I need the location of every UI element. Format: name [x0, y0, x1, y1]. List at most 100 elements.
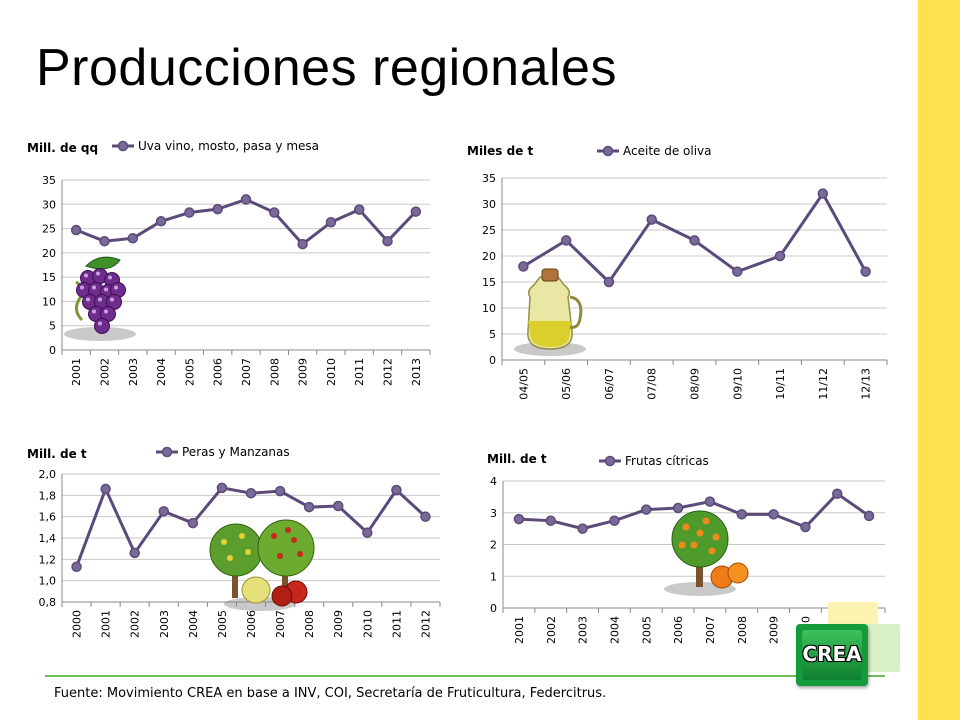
- x-tick-label: 2003: [127, 358, 140, 386]
- data-point: [240, 194, 252, 205]
- data-point: [274, 485, 286, 497]
- x-tick-label: 12/13: [860, 368, 873, 400]
- x-tick-label: 2011: [390, 610, 403, 638]
- y-tick-label: 25: [482, 224, 496, 237]
- legend-label: Aceite de oliva: [623, 144, 712, 158]
- x-tick-label: 06/07: [603, 368, 616, 400]
- y-tick-label: 0: [490, 602, 497, 615]
- data-point: [672, 502, 684, 514]
- crea-logo-text: CREA: [802, 642, 862, 666]
- data-point: [70, 224, 82, 236]
- y-tick-label: 35: [42, 174, 56, 187]
- x-tick-label: 2006: [245, 610, 258, 638]
- y-tick-label: 10: [42, 295, 56, 308]
- x-tick-label: 2004: [155, 358, 168, 386]
- y-tick-label: 2: [490, 539, 497, 552]
- orange-tree-icon: [664, 510, 749, 596]
- y-tick-label: 10: [482, 302, 496, 315]
- page-title: Producciones regionales: [36, 39, 617, 97]
- x-tick-label: 2011: [353, 358, 366, 386]
- chart-citrus: 0 1 2 3 4 2001 2002 2003 2004 2005 2006 2007 2008 200…: [487, 452, 886, 644]
- data-point: [353, 204, 365, 215]
- data-point: [245, 487, 257, 499]
- data-point: [420, 511, 431, 522]
- y-tick-label: 2,0: [39, 468, 57, 481]
- x-tick-label: 2004: [187, 610, 200, 638]
- data-point: [518, 261, 529, 272]
- x-tick-label: 2000: [71, 610, 84, 638]
- y-tick-label: 15: [42, 271, 56, 284]
- x-tick-label: 2012: [382, 358, 395, 386]
- data-point: [269, 207, 280, 218]
- x-tick-label: 04/05: [517, 368, 530, 400]
- legend-label: Frutas cítricas: [625, 454, 709, 468]
- data-point: [410, 206, 422, 217]
- data-point: [603, 276, 615, 288]
- chart-olive-oil: 0 5 10 15 20 25 30 35 04/05 05/06 06/07 07/08 08/09 0…: [467, 144, 888, 400]
- data-point: [187, 517, 199, 529]
- data-point: [391, 484, 402, 496]
- y-tick-label: 0,8: [39, 596, 57, 609]
- series-line: [75, 197, 417, 246]
- data-point: [382, 235, 393, 247]
- x-tick-label: 2002: [98, 358, 111, 386]
- data-point: [768, 509, 779, 520]
- x-tick-label: 2003: [577, 616, 590, 644]
- data-point: [155, 216, 167, 227]
- x-tick-label: 2005: [183, 358, 196, 386]
- x-tick-label: 05/06: [560, 368, 573, 400]
- x-tick-label: 2003: [158, 610, 171, 638]
- x-tick-label: 2005: [216, 610, 229, 638]
- source-note: Fuente: Movimiento CREA en base a INV, C…: [54, 686, 607, 701]
- x-tick-label: 2008: [303, 610, 316, 638]
- data-point: [860, 266, 871, 277]
- x-tick-label: 2006: [212, 358, 225, 386]
- data-point: [129, 547, 140, 559]
- unit-label: Mill. de qq: [27, 141, 98, 155]
- x-tick-label: 2010: [325, 358, 338, 386]
- y-tick-label: 20: [482, 250, 496, 263]
- y-tick-label: 1,4: [39, 532, 57, 545]
- data-point: [732, 266, 743, 277]
- x-tick-label: 08/09: [689, 368, 702, 400]
- footer-rule: [45, 675, 885, 677]
- data-point: [216, 482, 228, 494]
- chart-grapes: 0 5 10 15 20 25 30 35 2001 2002 2003 2004 2005 2006 20…: [27, 139, 431, 386]
- y-tick-label: 5: [489, 328, 496, 341]
- unit-label: Miles de t: [467, 144, 534, 158]
- y-tick-label: 1,2: [39, 553, 57, 566]
- x-tick-label: 2002: [129, 610, 142, 638]
- x-tick-label: 2001: [70, 358, 83, 386]
- data-point: [158, 506, 170, 517]
- y-tick-label: 20: [42, 247, 56, 260]
- data-point: [800, 521, 811, 533]
- x-tick-label: 2010: [361, 610, 374, 638]
- data-point: [774, 250, 786, 262]
- data-point: [212, 203, 223, 215]
- data-point: [736, 509, 747, 520]
- x-tick-label: 2004: [608, 616, 621, 644]
- legend-marker: [604, 455, 616, 467]
- data-point: [832, 488, 843, 499]
- x-tick-label: 2007: [704, 616, 717, 644]
- x-tick-label: 10/11: [774, 368, 787, 400]
- y-tick-label: 0: [489, 354, 496, 367]
- data-point: [545, 515, 556, 526]
- legend-marker: [161, 446, 173, 458]
- data-point: [127, 233, 139, 244]
- data-point: [817, 188, 829, 199]
- x-tick-label: 07/08: [646, 368, 659, 400]
- y-tick-label: 3: [490, 507, 497, 520]
- x-tick-label: 2012: [419, 610, 432, 638]
- y-tick-label: 0: [49, 344, 56, 357]
- pear-apple-trees-icon: [209, 519, 315, 611]
- data-point: [362, 527, 373, 538]
- data-point: [577, 523, 588, 534]
- x-tick-label: 09/10: [731, 368, 744, 400]
- unit-label: Mill. de t: [27, 447, 87, 461]
- y-tick-label: 5: [49, 320, 56, 333]
- data-point: [641, 504, 652, 515]
- data-point: [184, 207, 195, 218]
- y-tick-label: 1,6: [39, 511, 57, 524]
- y-tick-label: 1: [490, 570, 497, 583]
